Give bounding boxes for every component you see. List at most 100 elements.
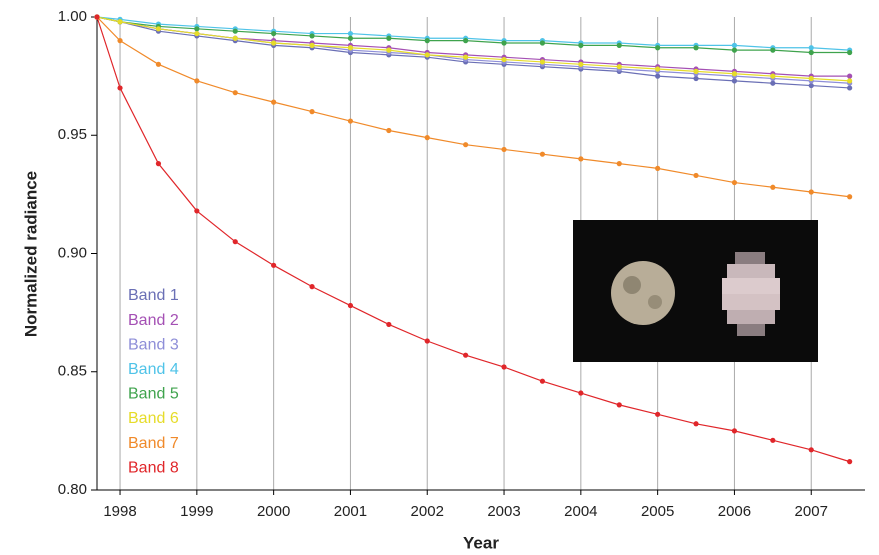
- data-point: [271, 40, 276, 45]
- data-point: [386, 36, 391, 41]
- data-point: [809, 45, 814, 50]
- data-point: [578, 43, 583, 48]
- y-tick-label: 0.95: [58, 126, 87, 143]
- data-point: [732, 43, 737, 48]
- data-point: [847, 50, 852, 55]
- data-point: [463, 142, 468, 147]
- data-point: [501, 147, 506, 152]
- data-point: [732, 180, 737, 185]
- legend-entry: Band 4: [128, 361, 179, 378]
- data-point: [386, 128, 391, 133]
- y-tick-label: 1.00: [58, 8, 87, 25]
- data-point: [770, 438, 775, 443]
- data-point: [194, 26, 199, 31]
- data-point: [847, 74, 852, 79]
- data-point: [732, 428, 737, 433]
- data-point: [194, 78, 199, 83]
- data-point: [578, 62, 583, 67]
- data-point: [655, 166, 660, 171]
- moon-mare: [623, 276, 641, 294]
- data-point: [847, 459, 852, 464]
- data-point: [348, 31, 353, 36]
- data-point: [194, 31, 199, 36]
- series-line: [97, 17, 850, 197]
- data-point: [617, 43, 622, 48]
- data-point: [425, 135, 430, 140]
- x-tick-label: 1999: [180, 503, 213, 520]
- data-point: [847, 78, 852, 83]
- data-point: [309, 109, 314, 114]
- legend-entry: Band 7: [128, 435, 179, 452]
- data-point: [194, 208, 199, 213]
- data-point: [770, 81, 775, 86]
- y-axis-title: Normalized radiance: [21, 171, 40, 337]
- data-point: [770, 185, 775, 190]
- data-point: [578, 390, 583, 395]
- data-point: [847, 194, 852, 199]
- x-tick-label: 2000: [257, 503, 290, 520]
- legend-entry: Band 6: [128, 410, 179, 427]
- moon-mare: [648, 295, 662, 309]
- data-point: [94, 14, 99, 19]
- data-point: [770, 74, 775, 79]
- data-point: [655, 45, 660, 50]
- x-tick-label: 2004: [564, 503, 597, 520]
- data-point: [463, 55, 468, 60]
- data-point: [540, 59, 545, 64]
- data-point: [540, 40, 545, 45]
- data-point: [770, 48, 775, 53]
- data-point: [117, 38, 122, 43]
- data-point: [809, 189, 814, 194]
- x-tick-label: 2002: [411, 503, 444, 520]
- data-point: [117, 19, 122, 24]
- data-point: [617, 161, 622, 166]
- data-point: [463, 38, 468, 43]
- data-point: [501, 40, 506, 45]
- data-point: [271, 31, 276, 36]
- data-point: [693, 173, 698, 178]
- data-point: [578, 156, 583, 161]
- legend-entry: Band 1: [128, 287, 179, 304]
- data-point: [233, 239, 238, 244]
- data-point: [233, 90, 238, 95]
- data-point: [732, 78, 737, 83]
- data-point: [501, 364, 506, 369]
- data-point: [386, 48, 391, 53]
- data-point: [156, 62, 161, 67]
- x-tick-label: 2001: [334, 503, 367, 520]
- data-point: [847, 85, 852, 90]
- inset-background: [573, 220, 818, 362]
- data-point: [309, 33, 314, 38]
- x-tick-label: 2005: [641, 503, 674, 520]
- data-point: [425, 52, 430, 57]
- x-tick-label: 2006: [718, 503, 751, 520]
- chart: 1998199920002001200220032004200520062007…: [0, 0, 879, 555]
- x-axis-title: Year: [463, 533, 499, 552]
- data-point: [540, 379, 545, 384]
- data-point: [425, 338, 430, 343]
- data-point: [809, 447, 814, 452]
- x-tick-label: 2007: [795, 503, 828, 520]
- data-point: [348, 118, 353, 123]
- data-point: [809, 83, 814, 88]
- y-tick-label: 0.85: [58, 363, 87, 380]
- data-point: [156, 161, 161, 166]
- data-point: [540, 152, 545, 157]
- data-point: [348, 45, 353, 50]
- data-point: [117, 85, 122, 90]
- y-tick-label: 0.90: [58, 244, 87, 261]
- x-tick-label: 1998: [103, 503, 136, 520]
- legend-entry: Band 8: [128, 459, 179, 476]
- moon: [611, 261, 675, 325]
- inset-image: [573, 220, 818, 362]
- data-point: [233, 36, 238, 41]
- data-point: [617, 402, 622, 407]
- data-point: [655, 66, 660, 71]
- data-point: [732, 71, 737, 76]
- data-point: [309, 43, 314, 48]
- data-point: [386, 322, 391, 327]
- data-point: [309, 284, 314, 289]
- legend-entry: Band 3: [128, 336, 179, 353]
- data-point: [271, 100, 276, 105]
- data-point: [233, 29, 238, 34]
